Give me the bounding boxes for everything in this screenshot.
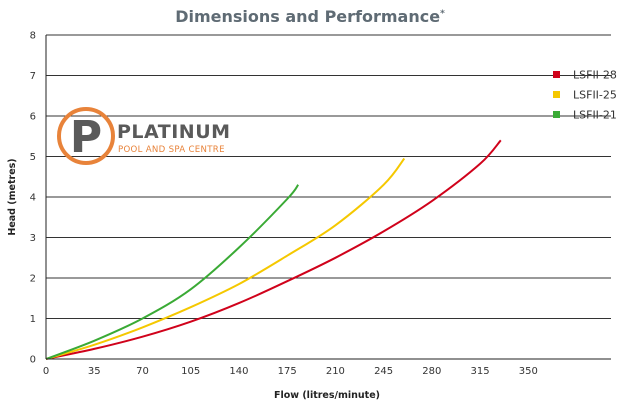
- y-tick-label: 3: [30, 233, 36, 244]
- y-tick-label: 0: [30, 355, 36, 366]
- legend-label-lsfii-28: LSFII-28: [573, 69, 617, 82]
- y-tick-label: 8: [30, 31, 36, 42]
- y-tick-label: 5: [30, 152, 36, 163]
- x-tick-label: 210: [326, 366, 345, 377]
- logo-ring-icon: [57, 107, 115, 165]
- platinum-logo: P PLATINUM POOL AND SPA CENTRE: [57, 107, 231, 165]
- x-axis-label: Flow (litres/minute): [274, 390, 380, 401]
- x-tick-label: 280: [422, 366, 441, 377]
- series-line-lsfii-21: [45, 184, 300, 360]
- y-tick-label: 2: [30, 274, 36, 285]
- x-tick-label: 35: [88, 366, 101, 377]
- legend-label-lsfii-21: LSFII-21: [573, 109, 617, 122]
- y-tick-labels: 0 1 2 3 4 5 6 7 8: [30, 31, 36, 366]
- chart-title-text: Dimensions and Performance: [175, 7, 441, 26]
- y-tick-label: 7: [30, 71, 36, 82]
- y-tick-label: 4: [30, 193, 36, 204]
- gridlines: [46, 34, 611, 319]
- series-line-lsfii-25: [45, 157, 406, 360]
- x-tick-label: 140: [229, 366, 248, 377]
- series-line-lsfii-28: [45, 139, 502, 360]
- y-axis-label: Head (metres): [7, 158, 18, 235]
- x-tick-label: 70: [136, 366, 149, 377]
- x-tick-label: 350: [519, 366, 538, 377]
- x-tick-label: 175: [278, 366, 297, 377]
- y-tick-label: 1: [30, 314, 36, 325]
- logo-main-text: PLATINUM: [117, 121, 231, 143]
- x-tick-labels: 0 35 70 105 140 175 210 245 280 315 350: [43, 366, 538, 377]
- legend-swatch-lsfii-25: [553, 91, 560, 98]
- legend-label-lsfii-25: LSFII-25: [573, 89, 617, 102]
- legend-swatch-lsfii-21: [553, 111, 560, 118]
- x-tick-label: 245: [374, 366, 393, 377]
- legend-swatch-lsfii-28: [553, 71, 560, 78]
- x-tick-label: 105: [181, 366, 200, 377]
- x-tick-label: 0: [43, 366, 49, 377]
- chart-title-footnote-mark: *: [440, 9, 445, 19]
- axes: [45, 35, 611, 360]
- series-lines: [45, 139, 502, 360]
- x-tick-label: 315: [471, 366, 490, 377]
- logo-sub-text: POOL AND SPA CENTRE: [118, 145, 225, 155]
- chart-title: Dimensions and Performance*: [0, 7, 620, 26]
- y-tick-label: 6: [30, 112, 36, 123]
- legend: LSFII-28 LSFII-25 LSFII-21: [553, 69, 617, 122]
- logo-letter: P: [70, 112, 102, 163]
